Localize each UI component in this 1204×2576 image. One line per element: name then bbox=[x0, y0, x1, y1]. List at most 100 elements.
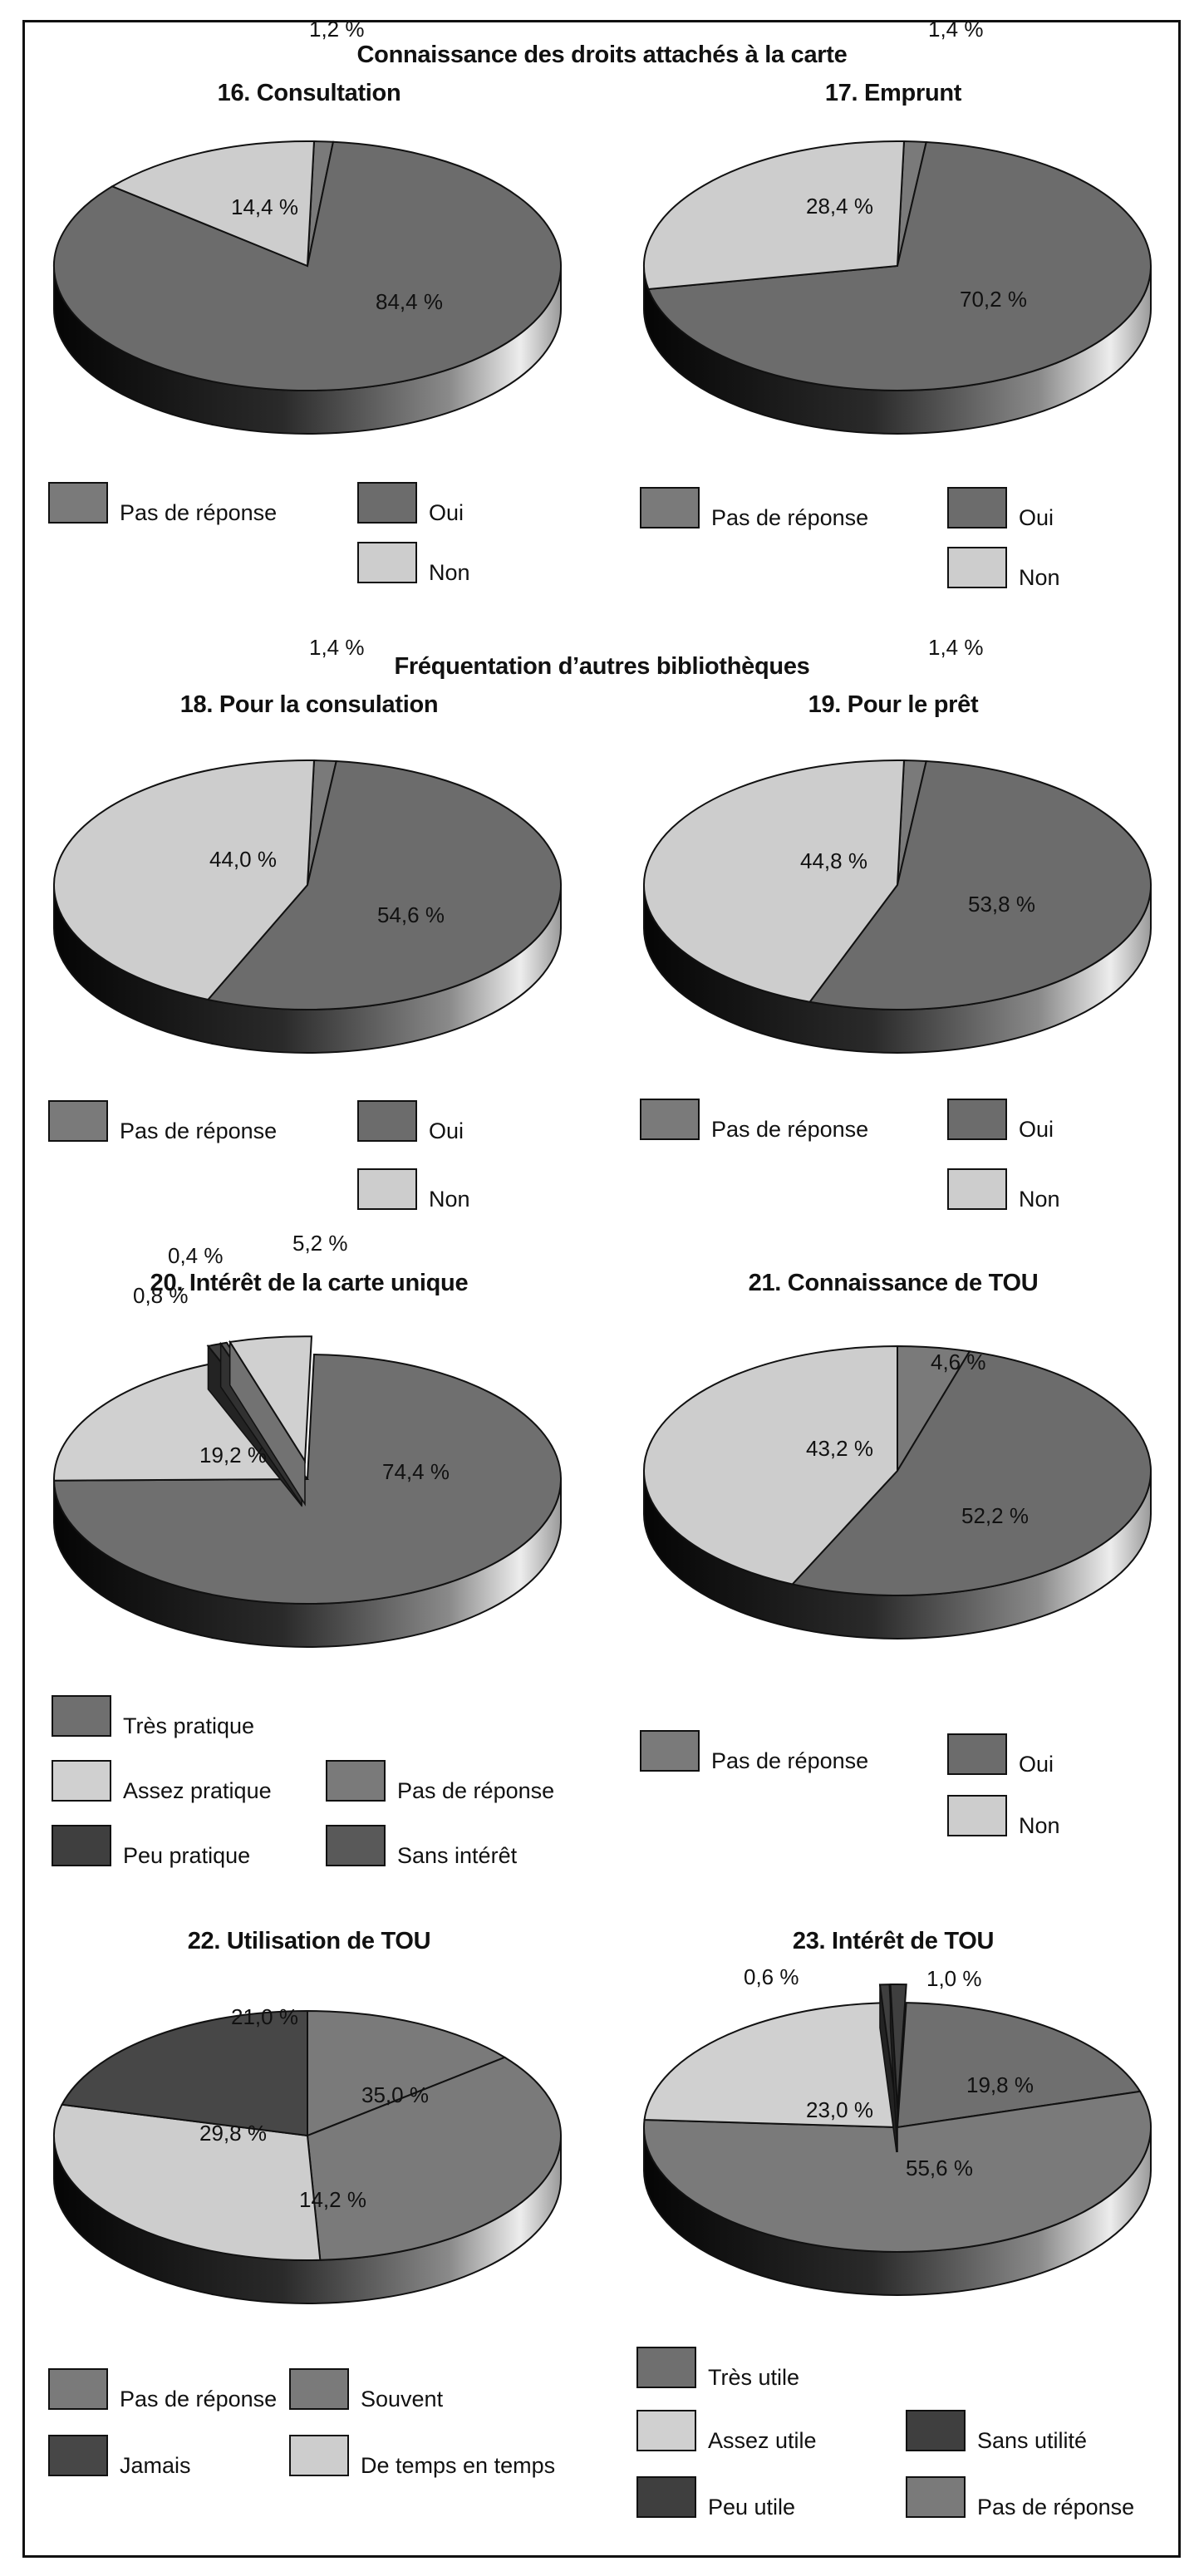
legend-label: Pas de réponse bbox=[120, 1118, 278, 1143]
pie-slice-pas-de-reponse bbox=[643, 2090, 1152, 2253]
legend-swatch bbox=[636, 2410, 696, 2451]
section-title-droits: Connaissance des droits attachés à la ca… bbox=[356, 42, 848, 68]
legend-label: Très utile bbox=[708, 2365, 800, 2390]
pie-slice-souvent bbox=[306, 2056, 562, 2261]
legend-swatch bbox=[357, 542, 417, 583]
pie-slice-oui bbox=[206, 760, 562, 1010]
pie-slice-assez-pratique bbox=[53, 1362, 310, 1482]
legend-swatch bbox=[289, 2435, 349, 2476]
pie-slice-jamais bbox=[61, 2009, 308, 2137]
legend-label: Pas de réponse bbox=[977, 2495, 1135, 2519]
slice-value-label: 19,8 % bbox=[966, 2072, 1034, 2097]
legend-swatch bbox=[357, 482, 417, 524]
legend-swatch bbox=[947, 1099, 1007, 1140]
legend-swatch bbox=[289, 2368, 349, 2410]
slice-value-label: 1,4 % bbox=[309, 635, 365, 660]
legend-swatch bbox=[357, 1100, 417, 1142]
legend-label: Pas de réponse bbox=[711, 505, 869, 530]
slice-value-label: 35,0 % bbox=[361, 2082, 429, 2107]
slice-value-label: 1,2 % bbox=[309, 17, 365, 42]
pie-chart-interet-carte-unique: 74,4 % 19,2 % 0,8 % 0,4 % 5,2 % bbox=[52, 1231, 562, 1648]
slice-value-label: 1,4 % bbox=[928, 635, 984, 660]
legend-label: Jamais bbox=[120, 2453, 191, 2478]
legend-label: Très pratique bbox=[123, 1713, 255, 1738]
legend-label: Oui bbox=[1019, 1117, 1054, 1142]
slice-value-label: 21,0 % bbox=[231, 2004, 298, 2029]
chart-title-18: 18. Pour la consulation bbox=[179, 691, 439, 718]
slice-value-label: 1,0 % bbox=[926, 1966, 982, 1991]
legend-label: Oui bbox=[429, 500, 464, 525]
slice-value-label: 29,8 % bbox=[199, 2121, 267, 2146]
pie-slice-non bbox=[643, 760, 906, 1003]
legend-swatch bbox=[947, 1795, 1007, 1836]
legend-label: Sans utilité bbox=[977, 2428, 1088, 2453]
legend-swatch bbox=[906, 2410, 966, 2451]
legend-label: Sans intérêt bbox=[397, 1843, 518, 1868]
legend-label: Non bbox=[1019, 565, 1060, 590]
slice-value-label: 44,8 % bbox=[800, 848, 867, 873]
slice-value-label: 53,8 % bbox=[968, 892, 1035, 917]
slice-value-label: 0,8 % bbox=[133, 1283, 189, 1308]
legend-label: De temps en temps bbox=[361, 2453, 556, 2478]
legend-swatch bbox=[326, 1825, 386, 1866]
slice-value-label: 19,2 % bbox=[199, 1443, 267, 1467]
chart-title-19: 19. Pour le prêt bbox=[808, 691, 979, 718]
pie-chart-interet-tou: 19,8 % 55,6 % 23,0 % 0,6 % 1,0 % bbox=[643, 1964, 1152, 2296]
slice-value-label: 44,0 % bbox=[209, 847, 277, 872]
pie-chart-connaissance-tou: 4,6 % 52,2 % 43,2 % bbox=[643, 1345, 1152, 1639]
figure-frame bbox=[22, 20, 1181, 2558]
slice-value-label: 55,6 % bbox=[906, 2156, 973, 2180]
slice-value-label: 84,4 % bbox=[376, 289, 443, 314]
legend-swatch bbox=[640, 1730, 700, 1772]
legend-label: Assez utile bbox=[708, 2428, 817, 2453]
legend-swatch bbox=[52, 1695, 111, 1737]
legend-label: Pas de réponse bbox=[397, 1778, 555, 1803]
pie-slice-oui bbox=[790, 1350, 1152, 1596]
slice-value-label: 0,4 % bbox=[168, 1243, 224, 1268]
legend-swatch bbox=[48, 482, 108, 524]
legend-swatch bbox=[640, 487, 700, 528]
legend-label: Pas de réponse bbox=[120, 500, 278, 525]
pie-slice-peu-utile bbox=[878, 1984, 897, 2110]
legend-swatch bbox=[947, 1733, 1007, 1775]
legend-label: Oui bbox=[1019, 1752, 1054, 1777]
legend-swatch bbox=[636, 2347, 696, 2388]
section-title-frequentation: Fréquentation d’autres bibliothèques bbox=[394, 653, 810, 680]
legend-swatch bbox=[326, 1760, 386, 1802]
legend-swatch bbox=[947, 547, 1007, 588]
slice-value-label: 0,6 % bbox=[744, 1964, 799, 1989]
pie-slice-non bbox=[53, 760, 316, 1001]
legend-swatch bbox=[947, 487, 1007, 528]
legend-label: Peu utile bbox=[708, 2495, 796, 2519]
legend-label: Oui bbox=[429, 1118, 464, 1143]
legend-label: Pas de réponse bbox=[711, 1748, 869, 1773]
pie-slice-oui bbox=[808, 760, 1152, 1010]
pie-slice-oui bbox=[646, 140, 1152, 391]
slice-value-label: 14,4 % bbox=[231, 194, 298, 219]
legend-label: Peu pratique bbox=[123, 1843, 251, 1868]
slice-value-label: 23,0 % bbox=[806, 2097, 873, 2122]
legend-swatch bbox=[48, 1100, 108, 1142]
legend-swatch bbox=[48, 2368, 108, 2410]
legend-swatch bbox=[636, 2476, 696, 2518]
pie-slice-tres-utile bbox=[896, 2002, 1142, 2129]
pie-slice-pas-de-reponse bbox=[307, 2009, 507, 2137]
pie-slice-non bbox=[643, 1345, 898, 1585]
slice-value-label: 14,2 % bbox=[299, 2187, 366, 2212]
slice-value-label: 74,4 % bbox=[382, 1459, 450, 1484]
chart-title-17: 17. Emprunt bbox=[824, 80, 962, 106]
chart-title-23: 23. Intérêt de TOU bbox=[792, 1928, 995, 1954]
legend-label: Assez pratique bbox=[123, 1778, 272, 1803]
legend-swatch bbox=[48, 2435, 108, 2476]
slice-value-label: 52,2 % bbox=[961, 1503, 1029, 1528]
pie-chart-utilisation-tou: 14,2 % 35,0 % 29,8 % 21,0 % bbox=[53, 2004, 562, 2304]
pie-chart-consultation: 1,2 % 84,4 % 14,4 % bbox=[53, 17, 562, 435]
pie-slice-non bbox=[110, 140, 316, 268]
legend-label: Non bbox=[429, 560, 470, 585]
legend-swatch bbox=[52, 1825, 111, 1866]
pie-chart-pour-la-consulation: 1,4 % 54,6 % 44,0 % bbox=[53, 635, 562, 1054]
legend-label: Pas de réponse bbox=[120, 2387, 278, 2411]
legend-swatch bbox=[640, 1099, 700, 1140]
legend-label: Oui bbox=[1019, 505, 1054, 530]
slice-value-label: 4,6 % bbox=[931, 1349, 986, 1374]
